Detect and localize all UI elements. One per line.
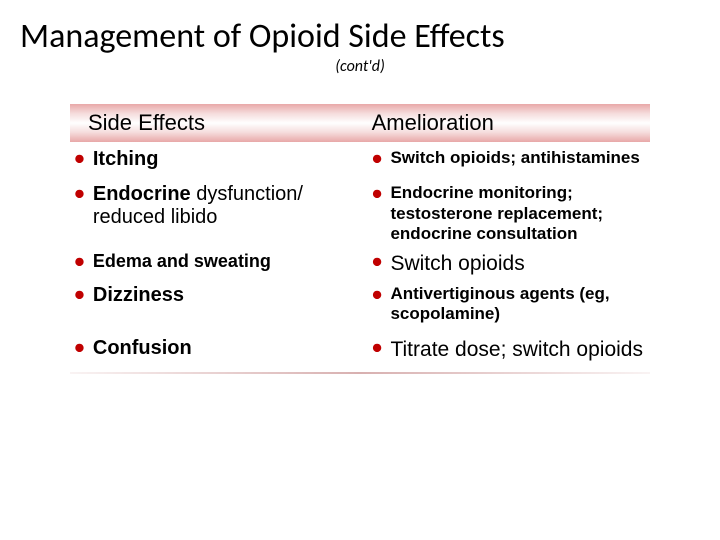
side-effect-text: Endocrine dysfunction/ reduced libido [93, 183, 372, 229]
bullet-icon: ● [74, 251, 85, 273]
table-row: ● Itching ● Switch opioids; antihistamines [70, 142, 650, 177]
side-effect-text: Dizziness [93, 284, 184, 307]
bullet-icon: ● [372, 183, 383, 205]
amelioration-cell: ● Switch opioids [372, 251, 650, 276]
table-row: ● Confusion ● Titrate dose; switch opioids [70, 331, 650, 368]
bullet-icon: ● [74, 337, 85, 359]
amelioration-cell: ● Endocrine monitoring; testosterone repl… [372, 183, 650, 244]
table-row: ● Edema and sweating ● Switch opioids [70, 251, 650, 278]
slide-title: Management of Opioid Side Effects [20, 18, 700, 55]
slide-subtitle: (cont'd) [20, 57, 700, 76]
amelioration-text: Titrate dose; switch opioids [390, 337, 643, 362]
side-effect-cell: ● Confusion [70, 337, 372, 360]
side-effect-text: Edema and sweating [93, 251, 271, 272]
bullet-icon: ● [372, 148, 383, 170]
bullet-icon: ● [74, 183, 85, 205]
side-effect-cell: ● Dizziness [70, 284, 372, 307]
amelioration-text: Switch opioids; antihistamines [390, 148, 639, 168]
header-amelioration: Amelioration [372, 110, 650, 136]
header-side-effects: Side Effects [70, 110, 372, 136]
amelioration-text: Endocrine monitoring; testosterone repla… [390, 183, 650, 244]
side-effect-text: Confusion [93, 337, 192, 360]
bullet-icon: ● [372, 337, 383, 359]
table-row: ● Dizziness ● Antivertiginous agents (eg, s… [70, 278, 650, 331]
footer-divider [70, 372, 650, 374]
bullet-icon: ● [74, 284, 85, 306]
side-effect-cell: ● Edema and sweating [70, 251, 372, 273]
side-effect-cell: ● Itching [70, 148, 372, 171]
side-effect-cell: ● Endocrine dysfunction/ reduced libido [70, 183, 372, 229]
amelioration-cell: ● Antivertiginous agents (eg, scopolamine… [372, 284, 650, 325]
bullet-icon: ● [372, 284, 383, 306]
amelioration-text: Switch opioids [390, 251, 524, 276]
amelioration-cell: ● Switch opioids; antihistamines [372, 148, 650, 170]
amelioration-cell: ● Titrate dose; switch opioids [372, 337, 650, 362]
bullet-icon: ● [74, 148, 85, 170]
table-row: ●Endocrine dysfunction/ reduced libido●E… [70, 177, 650, 250]
effects-table: Side Effects Amelioration ● Itching ● Switc… [70, 104, 650, 367]
side-effect-text: Itching [93, 148, 159, 171]
bullet-icon: ● [372, 251, 383, 273]
table-header-row: Side Effects Amelioration [70, 104, 650, 142]
amelioration-text: Antivertiginous agents (eg, scopolamine) [390, 284, 650, 325]
